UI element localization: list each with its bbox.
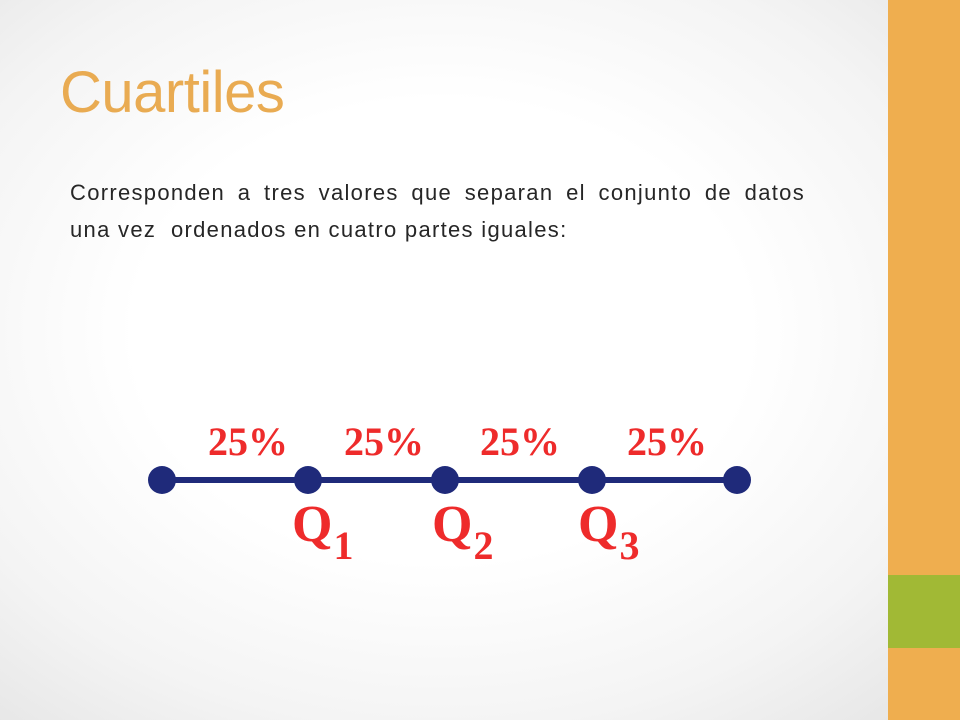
quartile-q1-subscript: 1 <box>333 523 353 568</box>
body-text-line-1: Corresponden a tres valores que separan … <box>70 180 805 205</box>
side-bar-green-block <box>888 575 960 648</box>
quartile-q2-subscript: 2 <box>473 523 493 568</box>
slide-title: Cuartiles <box>60 60 285 125</box>
end-point-dot <box>723 466 751 494</box>
quartile-q3-dot <box>578 466 606 494</box>
quartile-q2-label: Q2 <box>432 496 493 568</box>
body-text-line-2: una vez ordenados en cuatro partes igual… <box>70 217 568 242</box>
start-point-dot <box>148 466 176 494</box>
quartile-q3-subscript: 3 <box>619 523 639 568</box>
quartile-q1-letter: Q <box>292 496 332 553</box>
quartile-diagram: 25% 25% 25% 25% Q1 Q2 Q3 <box>148 419 751 568</box>
quartile-q3-letter: Q <box>578 496 618 553</box>
quartile-q1-dot <box>294 466 322 494</box>
side-bar-orange-bottom <box>888 648 960 720</box>
segment-4-percent-label: 25% <box>627 419 707 464</box>
segment-3-percent-label: 25% <box>480 419 560 464</box>
theme-side-bar <box>888 0 960 720</box>
quartile-q2-dot <box>431 466 459 494</box>
quartile-q3-label: Q3 <box>578 496 639 568</box>
quartile-q2-letter: Q <box>432 496 472 553</box>
side-bar-orange-top <box>888 0 960 575</box>
quartile-q1-label: Q1 <box>292 496 353 568</box>
segment-1-percent-label: 25% <box>208 419 288 464</box>
segment-2-percent-label: 25% <box>344 419 424 464</box>
